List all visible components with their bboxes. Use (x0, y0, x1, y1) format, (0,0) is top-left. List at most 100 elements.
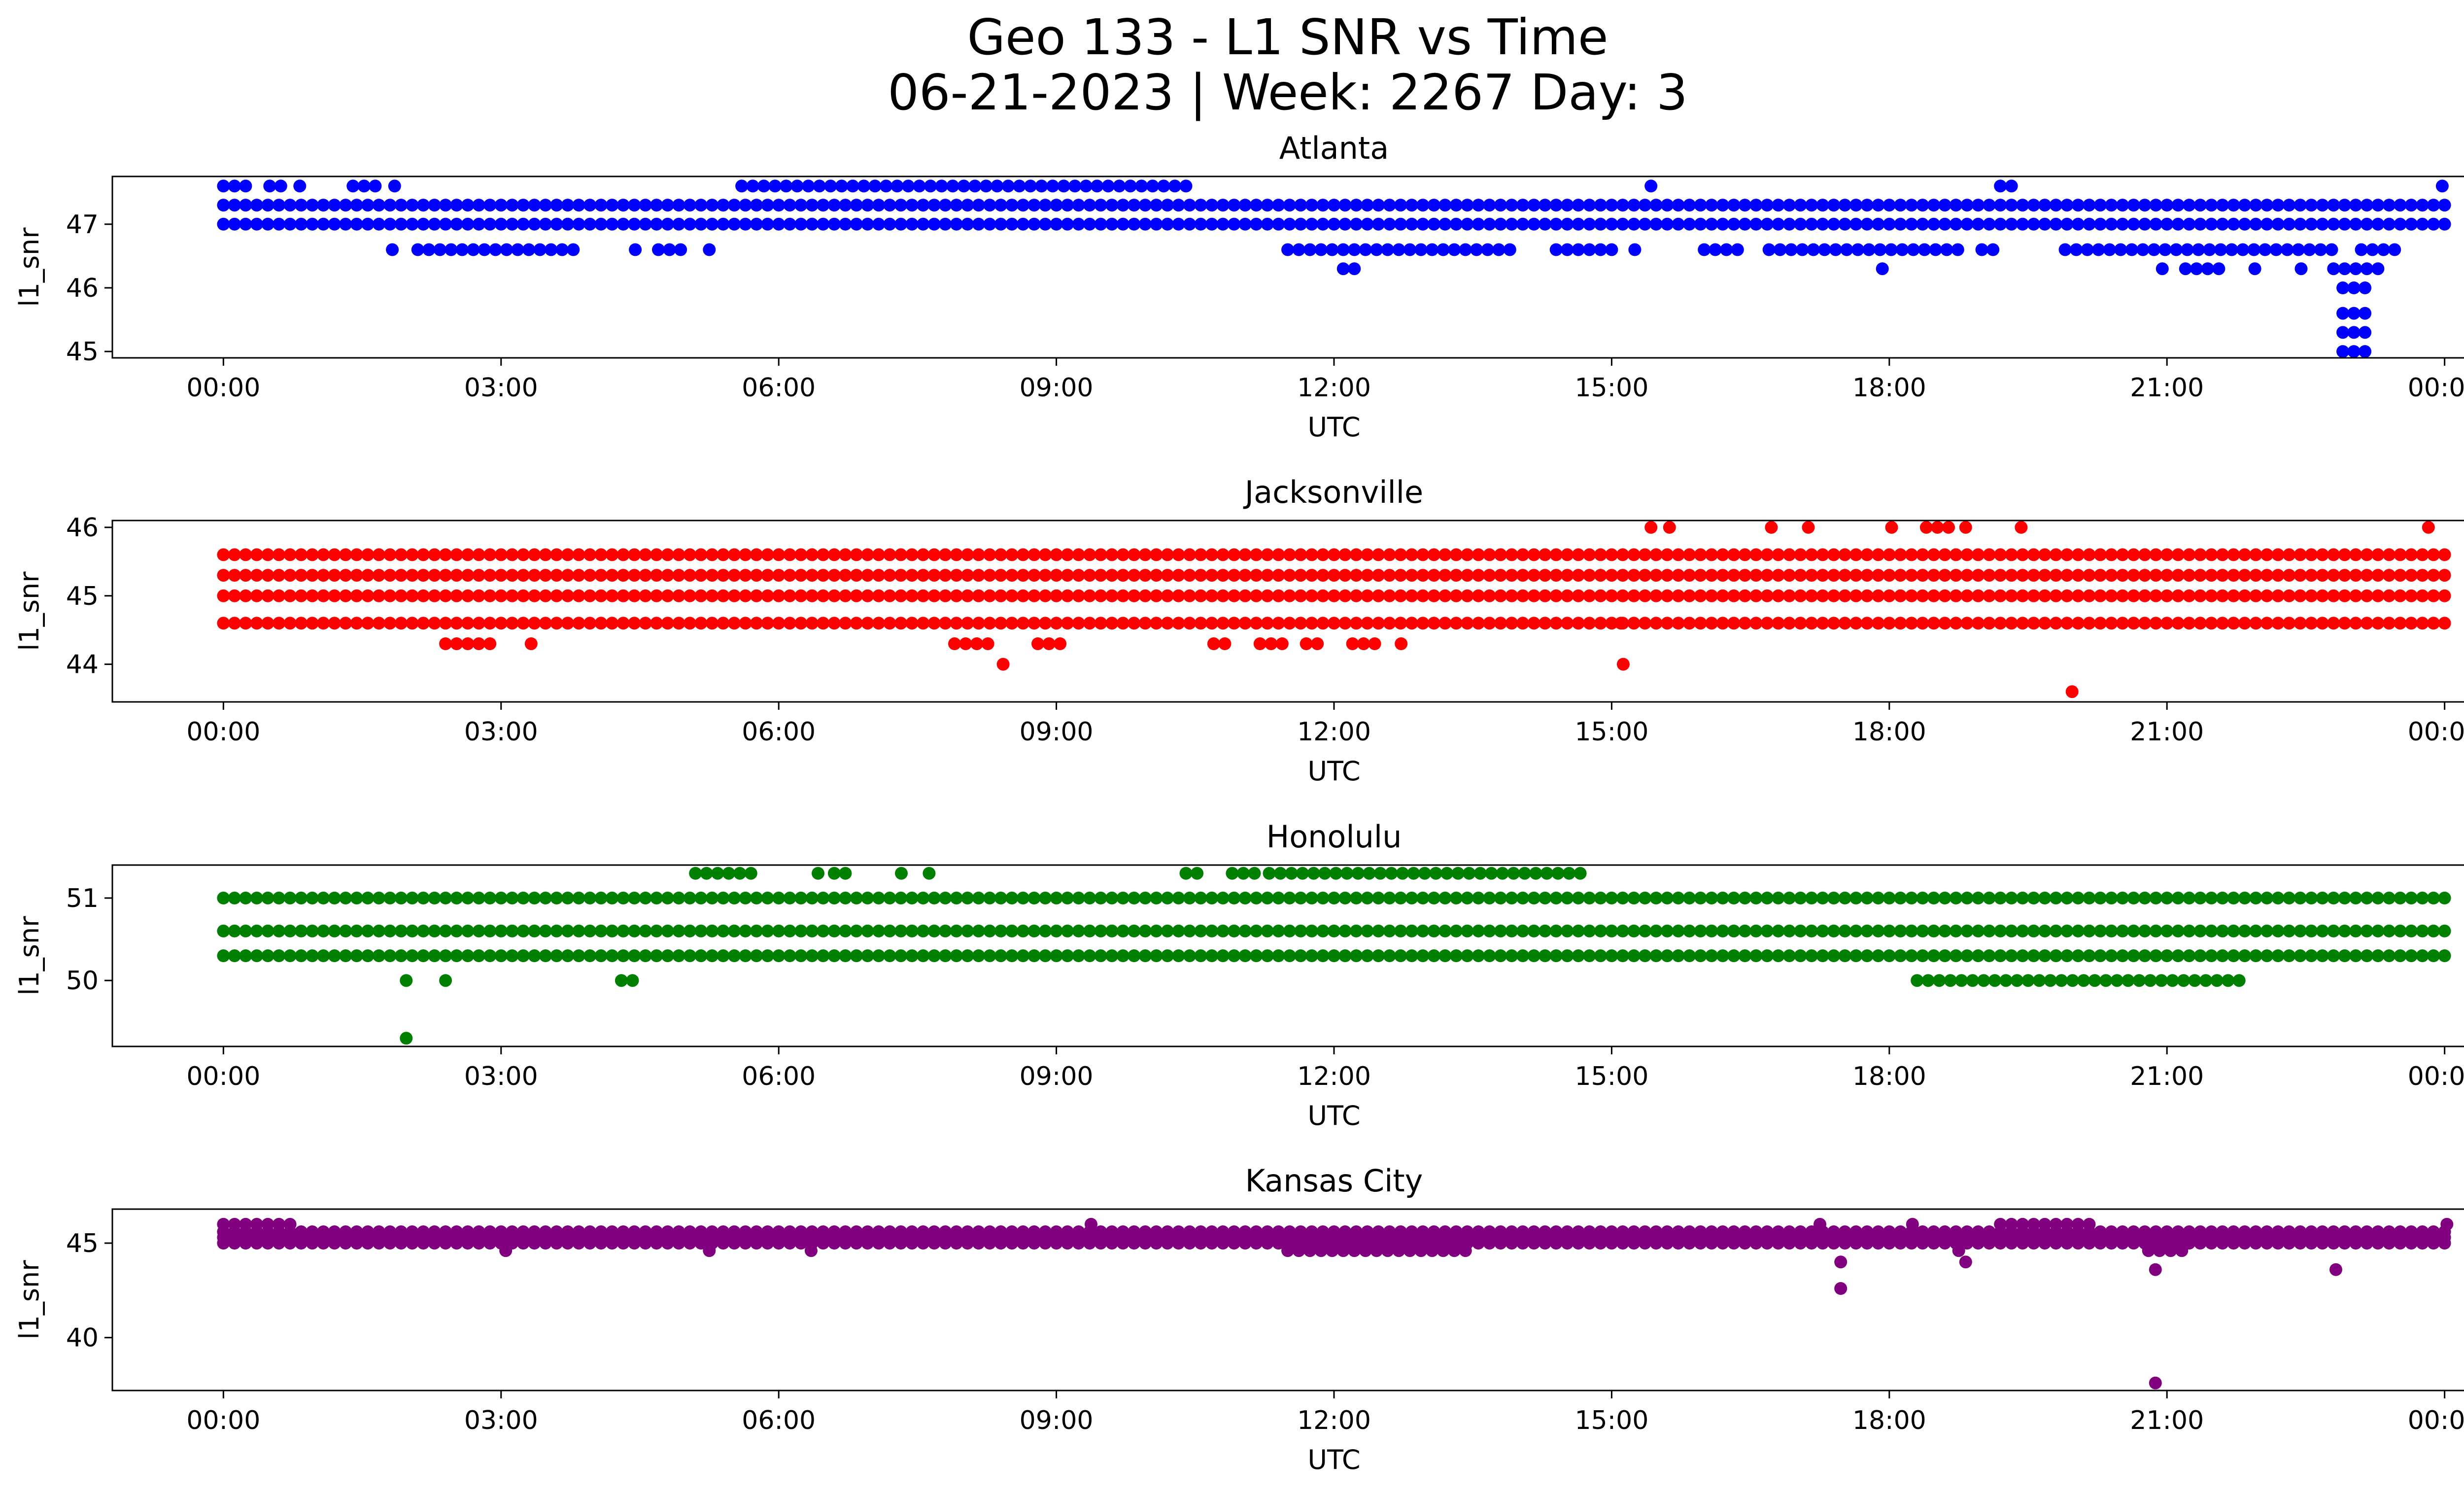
data-point (2136, 243, 2150, 256)
data-point (1594, 949, 1607, 962)
data-point (550, 891, 563, 904)
data-point (1383, 199, 1396, 212)
data-point (1035, 179, 1048, 193)
data-point (2260, 617, 2274, 630)
data-point (483, 217, 497, 231)
data-point (1328, 569, 1340, 582)
data-point (1807, 243, 1820, 256)
data-point (628, 589, 641, 602)
data-point (1183, 217, 1196, 231)
data-point (2049, 199, 2062, 212)
x-tick-label: 09:00 (1020, 1062, 1094, 1091)
data-point (1649, 949, 1663, 962)
data-point (2271, 569, 2285, 582)
data-point (2132, 974, 2146, 987)
data-point (2349, 949, 2362, 962)
data-point (1194, 617, 1207, 630)
data-point (1938, 924, 1951, 938)
data-point (261, 1217, 274, 1231)
data-point (1605, 589, 1618, 602)
data-point (506, 217, 519, 231)
data-point (1916, 589, 1929, 602)
data-point (1472, 617, 1485, 630)
data-point (1150, 589, 1163, 602)
data-point (1405, 924, 1418, 938)
data-point (1383, 949, 1396, 962)
x-tick-label: 09:00 (1020, 717, 1094, 747)
data-point (506, 569, 519, 582)
data-point (524, 637, 538, 650)
data-point (2060, 548, 2074, 561)
data-point (2427, 569, 2440, 582)
data-point (1683, 891, 1696, 904)
data-point (2438, 924, 2451, 938)
data-point (1916, 548, 1929, 561)
data-point (328, 569, 341, 582)
data-point (1005, 891, 1019, 904)
data-point (872, 199, 885, 212)
data-point (1960, 589, 1974, 602)
data-point (2293, 217, 2307, 231)
data-point (406, 548, 419, 561)
data-point (917, 589, 930, 602)
data-point (2114, 243, 2127, 256)
data-point (1938, 617, 1951, 630)
data-point (1627, 949, 1641, 962)
data-point (972, 548, 985, 561)
data-point (661, 924, 674, 938)
data-point (1116, 569, 1129, 582)
data-point (1405, 949, 1418, 962)
data-point (739, 589, 752, 602)
data-point (950, 924, 963, 938)
data-point (1307, 867, 1320, 880)
data-point (1950, 617, 1962, 630)
data-point (1605, 1225, 1618, 1238)
data-point (2160, 569, 2174, 582)
data-point (295, 1225, 308, 1238)
data-point (2438, 199, 2451, 212)
data-point (1027, 924, 1041, 938)
data-point (1492, 243, 1506, 256)
data-point (2027, 1217, 2040, 1231)
data-point (1303, 243, 1317, 256)
data-point (528, 548, 541, 561)
data-point (1248, 867, 1261, 880)
data-point (1128, 891, 1141, 904)
data-point (1039, 891, 1052, 904)
data-point (894, 1225, 908, 1238)
data-point (2049, 1217, 2062, 1231)
data-point (1783, 199, 1796, 212)
data-point (1218, 637, 1232, 650)
data-point (350, 548, 363, 561)
data-point (2283, 199, 2296, 212)
data-point (1927, 569, 1940, 582)
data-point (1172, 924, 1185, 938)
data-point (1561, 617, 1574, 630)
data-point (273, 1217, 285, 1231)
data-point (2394, 569, 2407, 582)
data-point (2016, 217, 2029, 231)
data-point (500, 243, 513, 256)
data-point (1572, 924, 1585, 938)
data-point (295, 589, 308, 602)
data-point (1794, 617, 1807, 630)
data-point (2227, 548, 2240, 561)
data-point (1938, 217, 1951, 231)
data-point (2105, 217, 2118, 231)
data-point (1760, 548, 1774, 561)
data-point (217, 217, 230, 231)
data-point (361, 199, 375, 212)
data-point (1228, 617, 1241, 630)
data-point (2216, 1225, 2229, 1238)
data-point (450, 637, 463, 650)
data-point (917, 1225, 930, 1238)
data-point (1250, 924, 1263, 938)
data-point (1672, 617, 1685, 630)
data-point (1050, 589, 1063, 602)
data-point (772, 617, 786, 630)
data-point (2083, 924, 2096, 938)
data-point (2149, 924, 2162, 938)
data-point (2249, 569, 2262, 582)
data-point (994, 891, 1007, 904)
data-point (1105, 891, 1119, 904)
